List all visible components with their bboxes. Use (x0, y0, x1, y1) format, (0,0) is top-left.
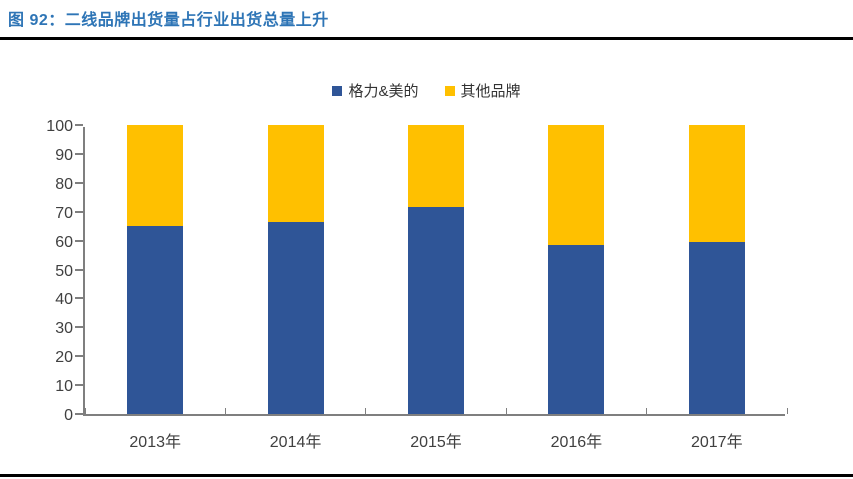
bar-segment-其他品牌 (127, 125, 184, 227)
x-axis-label: 2015年 (410, 434, 462, 451)
y-axis-tick-label: 0 (64, 407, 73, 424)
legend-swatch (444, 85, 455, 96)
chart-legend: 格力&美的 其他品牌 (0, 80, 853, 101)
y-axis-tick (75, 355, 83, 358)
y-axis-tick (75, 239, 83, 242)
legend-item: 格力&美的 (332, 80, 419, 101)
y-axis-tick (75, 210, 83, 213)
x-axis-label: 2014年 (269, 434, 322, 451)
y-axis-tick (75, 326, 83, 329)
stacked-bar-2014年 (267, 125, 324, 414)
bar-segment-其他品牌 (408, 125, 464, 208)
bar-segment-其他品牌 (267, 125, 324, 222)
x-axis-tick (646, 408, 648, 414)
stacked-bar-2015年 (408, 125, 464, 414)
y-axis-tick-label: 30 (55, 320, 73, 338)
y-axis-tick-label: 90 (55, 146, 73, 164)
y-axis-tick (75, 268, 83, 271)
bar-segment-格力&美的 (688, 242, 745, 414)
stacked-bar-2013年 (127, 125, 184, 414)
bar-segment-格力&美的 (408, 207, 464, 414)
y-axis-tick (75, 297, 83, 300)
y-axis-tick-label: 60 (55, 233, 73, 251)
y-axis-tick (75, 124, 83, 126)
x-axis-tick (224, 408, 226, 414)
x-axis-tick (505, 408, 507, 414)
y-axis-tick-label: 20 (55, 349, 73, 367)
y-axis-tick-label: 40 (55, 291, 73, 309)
x-axis-label: 2016年 (550, 434, 603, 451)
stacked-bar-2016年 (548, 125, 605, 414)
bottom-rule (0, 474, 853, 477)
y-axis-tick-label: 70 (55, 204, 73, 222)
x-axis-label: 2013年 (129, 434, 181, 451)
bar-segment-格力&美的 (548, 244, 605, 414)
y-axis-tick (75, 152, 83, 155)
y-axis-tick (75, 181, 83, 184)
legend-label: 其他品牌 (460, 83, 521, 100)
bar-segment-格力&美的 (267, 221, 324, 414)
y-axis-tick (75, 413, 83, 415)
legend-label: 格力&美的 (348, 83, 419, 100)
bar-segment-其他品牌 (548, 125, 605, 245)
y-axis-tick-label: 50 (55, 262, 73, 280)
figure-title: 图 92：二线品牌出货量占行业出货总量上升 (8, 12, 329, 29)
y-axis-tick-label: 10 (55, 378, 73, 396)
y-axis-tick (75, 384, 83, 387)
x-axis-tick (786, 408, 788, 414)
bar-segment-其他品牌 (688, 125, 745, 243)
legend-swatch (332, 85, 343, 96)
x-axis-tick (84, 408, 86, 414)
y-axis-tick-label: 80 (55, 175, 73, 193)
legend-item: 其他品牌 (444, 80, 521, 101)
y-axis-tick-label: 100 (46, 118, 73, 135)
title-divider-rule (0, 37, 853, 40)
stacked-bar-2017年 (688, 125, 745, 414)
plot-area: 0 10 20 30 40 50 60 70 80 90 100 2013年 2014年 2015年 201… (46, 118, 788, 451)
x-axis-label: 2017年 (690, 434, 743, 451)
bar-segment-格力&美的 (127, 226, 184, 414)
x-axis-tick (365, 408, 367, 414)
